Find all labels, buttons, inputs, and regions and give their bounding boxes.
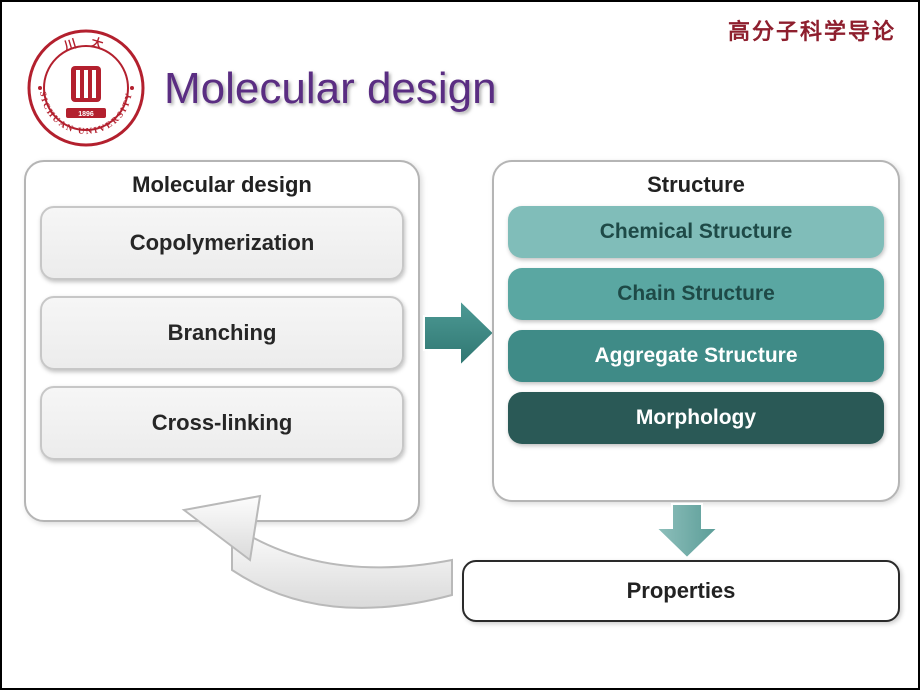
arrow-right-icon: [420, 294, 498, 372]
structure-panel: Structure Chemical Structure Chain Struc…: [492, 160, 900, 502]
right-panel-title: Structure: [508, 172, 884, 198]
item-morphology: Morphology: [508, 392, 884, 444]
properties-label: Properties: [627, 578, 736, 603]
item-chain-structure: Chain Structure: [508, 268, 884, 320]
item-copolymerization: Copolymerization: [40, 206, 404, 280]
svg-text:1896: 1896: [78, 111, 94, 118]
item-branching: Branching: [40, 296, 404, 370]
university-logo: 川 大 SICHUAN UNIVERSITY 1896: [26, 28, 146, 148]
item-chemical-structure: Chemical Structure: [508, 206, 884, 258]
arrow-curve-icon: [122, 450, 462, 640]
item-aggregate-structure: Aggregate Structure: [508, 330, 884, 382]
arrow-down-icon: [652, 502, 722, 562]
page-title: Molecular design: [164, 64, 497, 114]
properties-box: Properties: [462, 560, 900, 622]
course-name: 高分子科学导论: [728, 14, 896, 46]
item-cross-linking: Cross-linking: [40, 386, 404, 460]
left-panel-title: Molecular design: [40, 172, 404, 198]
